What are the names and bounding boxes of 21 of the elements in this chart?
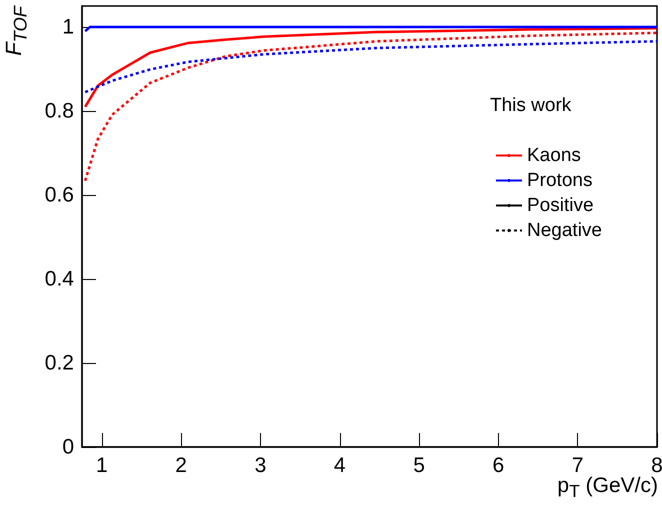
x-tick-label: 1 [96,454,108,477]
x-tick-label: 6 [492,454,504,477]
x-tick-label: 3 [254,454,266,477]
y-tick-label: 0.2 [44,352,74,374]
legend-label: Negative [527,220,602,241]
y-tick-label: 0.6 [44,184,74,206]
x-axis-title: p$_{T}$ (GeV/c) [557,474,658,502]
legend-title: This work [490,95,572,116]
y-tick-label: 0.8 [44,100,74,122]
x-tick-label: 2 [175,454,187,477]
x-tick-label: 4 [334,454,346,477]
x-tick-label: 8 [651,454,662,477]
y-tick-label: 0 [62,436,74,458]
legend-label: Positive [527,195,594,216]
x-tick-label: 7 [572,454,584,477]
legend-label: Protons [527,170,592,191]
legend-label: Kaons [527,145,581,166]
line-series [84,40,658,94]
y-tick-label: 0.4 [44,268,74,290]
x-tick-label: 5 [413,454,425,477]
y-tick-label: 1 [62,16,74,38]
